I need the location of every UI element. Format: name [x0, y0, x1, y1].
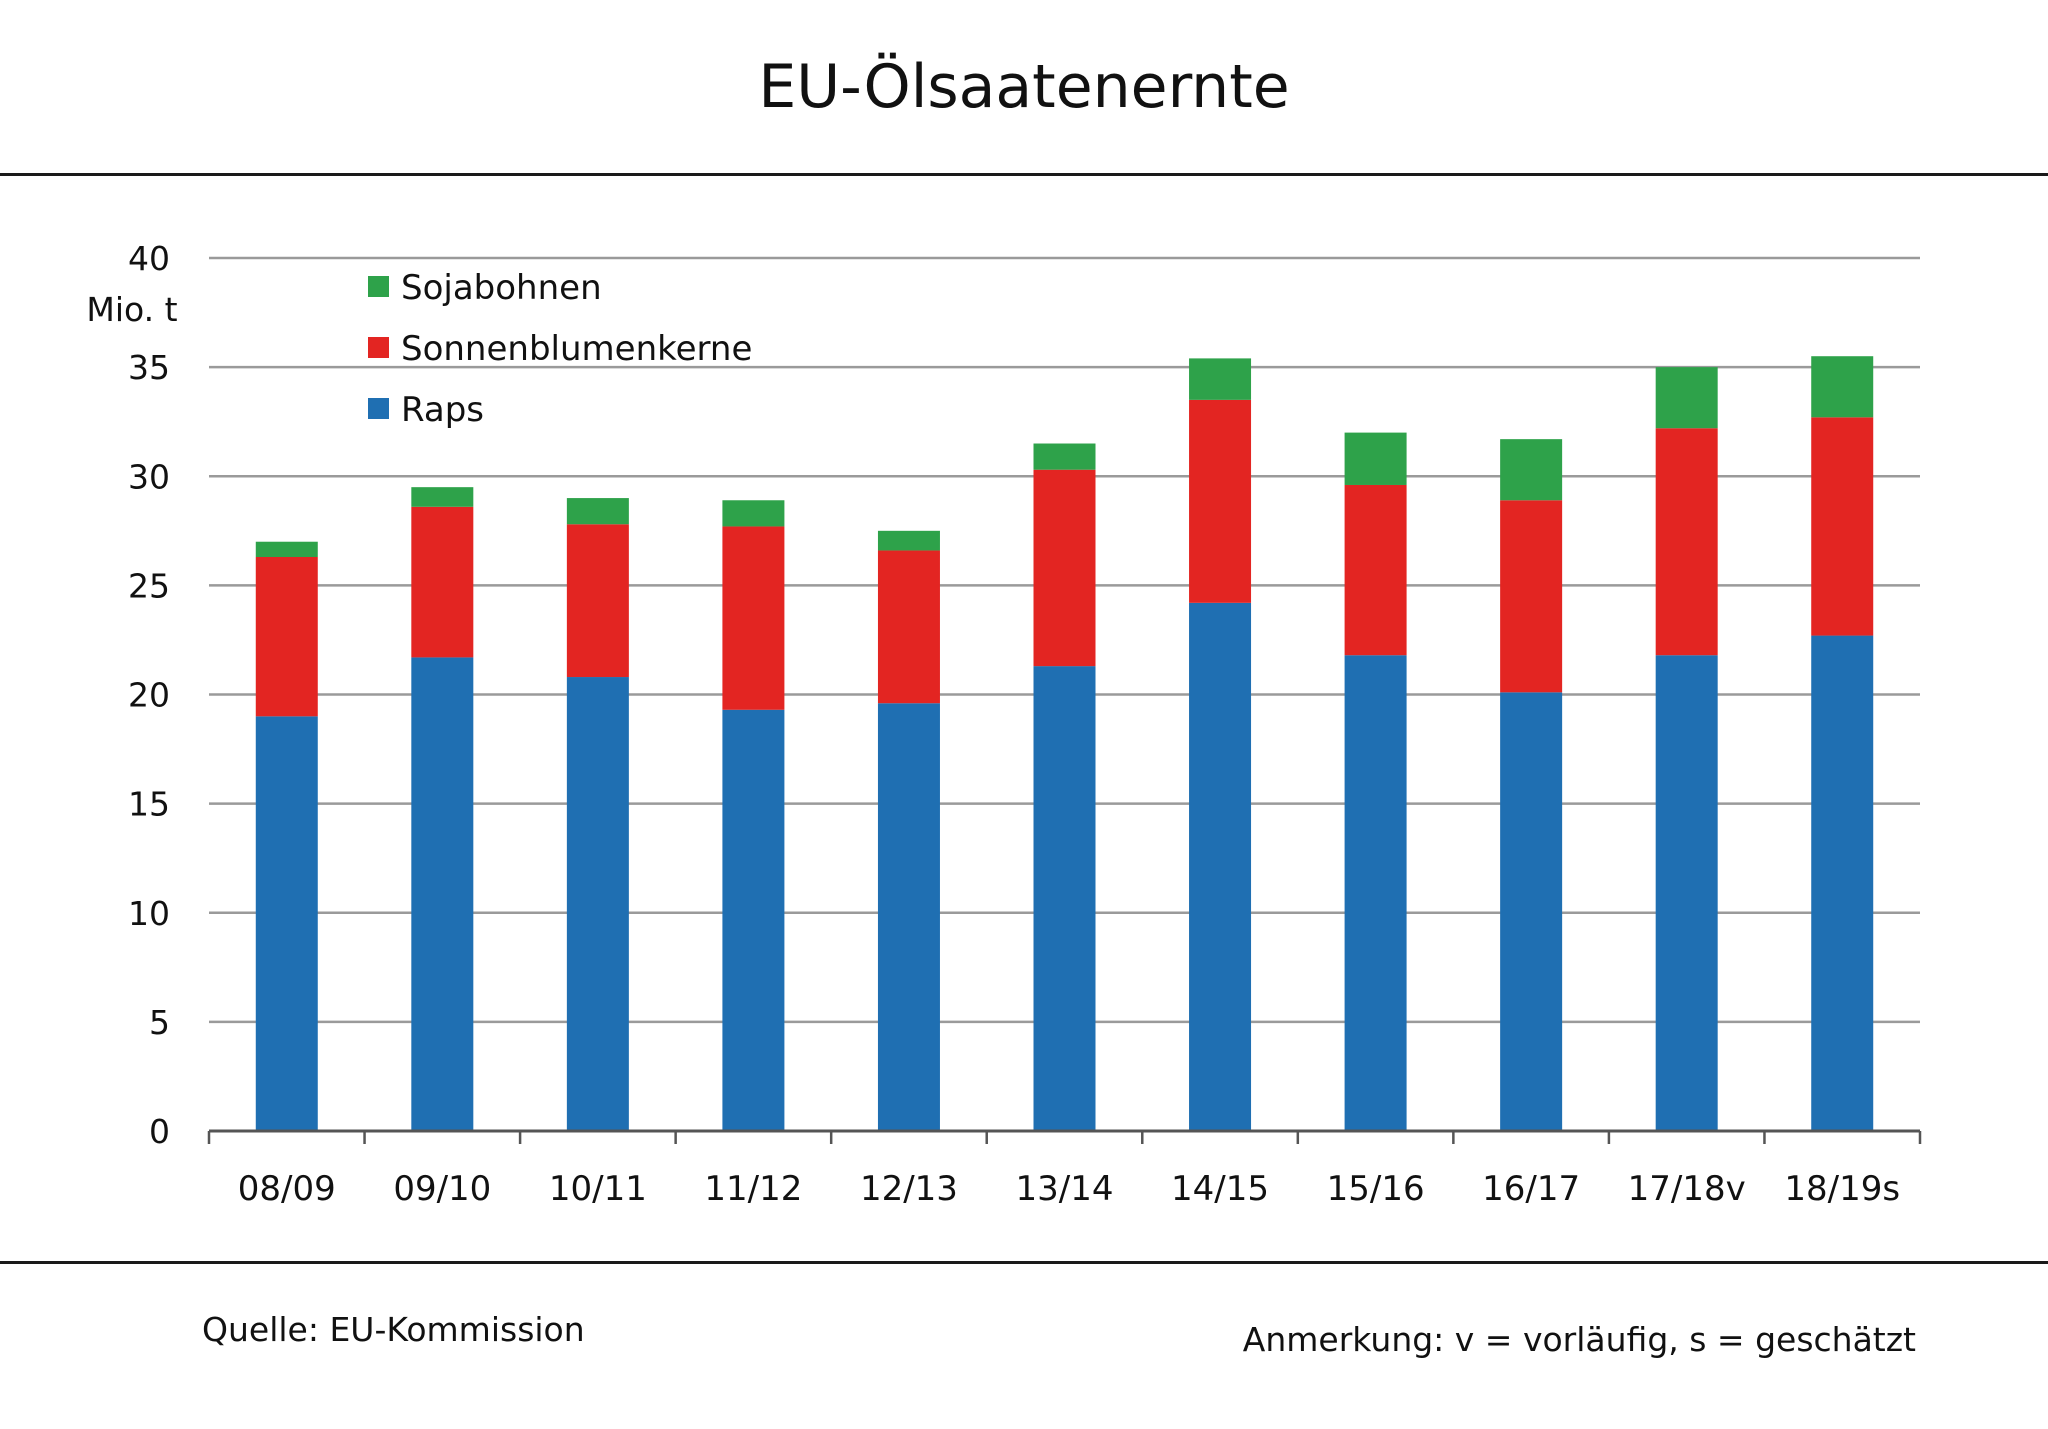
legend-label-sojabohnen: Sojabohnen — [401, 268, 602, 308]
x-tick-labels: 08/09 09/10 10/11 11/12 12/13 13/14 14/15 15/16… — [238, 1169, 1900, 1209]
x-tick-label: 16/17 — [1482, 1169, 1580, 1209]
bar-sonnenblumenkerne-10-11 — [566, 524, 629, 678]
bar-sojabohnen-16-17 — [1500, 439, 1563, 501]
y-tick-label: 20 — [128, 676, 170, 715]
bar-raps-15-16 — [1344, 655, 1407, 1131]
bar-sonnenblumenkerne-08-09 — [255, 557, 318, 717]
y-tick-label: 5 — [149, 1003, 170, 1042]
bar-sojabohnen-15-16 — [1344, 432, 1407, 485]
x-tick-label: 18/19s — [1784, 1169, 1900, 1209]
bar-raps-08-09 — [255, 716, 318, 1131]
chart-title: EU-Ölsaatenernte — [758, 52, 1290, 122]
bar-sojabohnen-11-12 — [722, 500, 785, 527]
y-tick-label: 35 — [128, 348, 170, 387]
y-axis-label: Mio. t — [86, 290, 177, 329]
legend-swatch-sonnenblumenkerne — [368, 337, 389, 358]
bar-sojabohnen-08-09 — [255, 541, 318, 558]
annotation-note: Anmerkung: v = vorläufig, s = geschätzt — [1242, 1320, 1916, 1359]
bar-raps-18-19s — [1811, 635, 1874, 1131]
x-tick-label: 13/14 — [1016, 1169, 1114, 1209]
x-tick-label: 08/09 — [238, 1169, 336, 1209]
x-tick-label: 17/18v — [1628, 1169, 1746, 1209]
bar-sojabohnen-14-15 — [1189, 358, 1252, 400]
x-axis — [207, 1129, 1922, 1144]
bar-sonnenblumenkerne-13-14 — [1033, 469, 1096, 667]
x-tick-label: 15/16 — [1327, 1169, 1425, 1209]
gridlines — [209, 256, 1920, 1024]
x-tick-label: 12/13 — [860, 1169, 958, 1209]
bar-sonnenblumenkerne-12-13 — [877, 550, 940, 704]
bar-sojabohnen-17-18v — [1655, 367, 1718, 429]
bar-sonnenblumenkerne-11-12 — [722, 526, 785, 710]
bar-raps-16-17 — [1500, 692, 1563, 1131]
legend-label-sonnenblumenkerne: Sonnenblumenkerne — [401, 329, 752, 369]
legend: Sojabohnen Sonnenblumenkerne Raps — [368, 268, 752, 430]
bar-sojabohnen-12-13 — [877, 530, 940, 551]
y-tick-label: 30 — [128, 457, 170, 496]
bar-sonnenblumenkerne-17-18v — [1655, 428, 1718, 656]
bar-sojabohnen-18-19s — [1811, 356, 1874, 418]
top-divider — [0, 173, 2048, 176]
legend-swatch-sojabohnen — [368, 276, 389, 297]
y-tick-label: 25 — [128, 566, 170, 605]
bar-raps-12-13 — [877, 703, 940, 1131]
y-tick-labels: 0 5 10 15 20 25 30 35 40 — [128, 239, 170, 1151]
bar-sojabohnen-10-11 — [566, 498, 629, 525]
bar-raps-10-11 — [566, 677, 629, 1131]
bar-sonnenblumenkerne-14-15 — [1189, 399, 1252, 603]
x-tick-label: 11/12 — [704, 1169, 802, 1209]
bar-raps-13-14 — [1033, 666, 1096, 1131]
bar-sojabohnen-09-10 — [411, 487, 474, 507]
bar-raps-14-15 — [1189, 602, 1252, 1131]
y-tick-label: 10 — [128, 894, 170, 933]
bar-sonnenblumenkerne-15-16 — [1344, 484, 1407, 656]
x-tick-label: 10/11 — [549, 1169, 647, 1209]
y-tick-label: 15 — [128, 785, 170, 824]
bar-raps-11-12 — [722, 709, 785, 1131]
x-tick-label: 14/15 — [1171, 1169, 1269, 1209]
bar-raps-17-18v — [1655, 655, 1718, 1131]
bar-sojabohnen-13-14 — [1033, 443, 1096, 470]
legend-label-raps: Raps — [401, 390, 484, 430]
bar-sonnenblumenkerne-16-17 — [1500, 500, 1563, 693]
bar-sonnenblumenkerne-18-19s — [1811, 417, 1874, 636]
bars — [255, 356, 1874, 1131]
source-note: Quelle: EU-Kommission — [202, 1310, 585, 1349]
y-tick-label: 40 — [128, 239, 170, 278]
x-tick-label: 09/10 — [393, 1169, 491, 1209]
legend-swatch-raps — [368, 398, 389, 419]
bar-sonnenblumenkerne-09-10 — [411, 506, 474, 658]
y-tick-label: 0 — [149, 1112, 170, 1151]
bottom-divider — [0, 1261, 2048, 1264]
bar-raps-09-10 — [411, 657, 474, 1131]
